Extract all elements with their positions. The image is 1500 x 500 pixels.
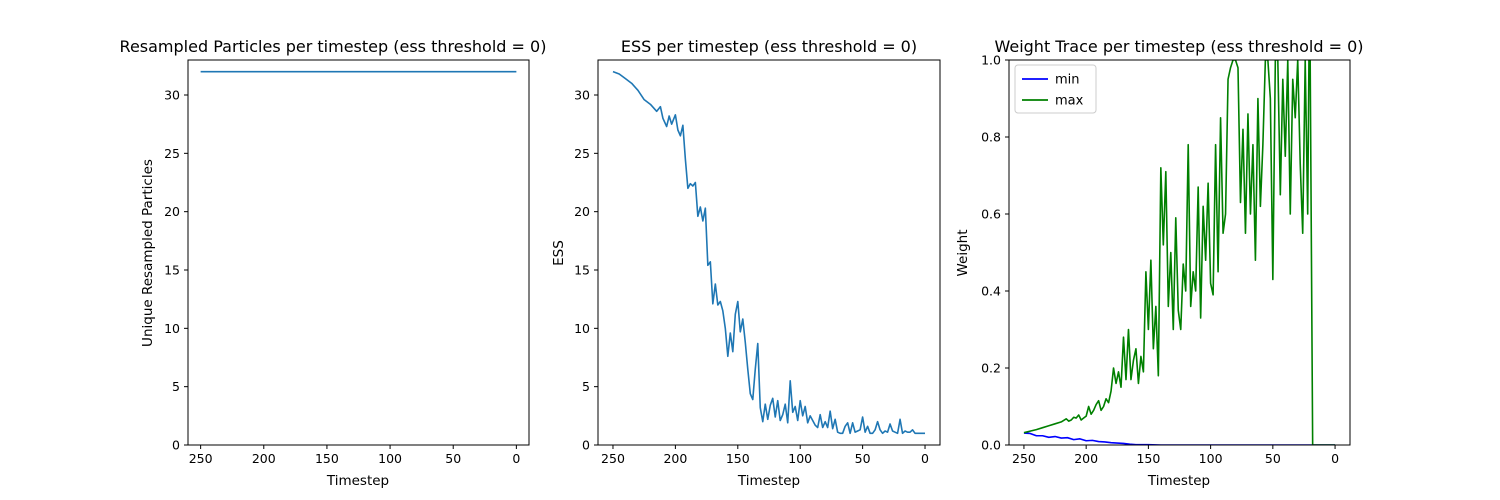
chart-2-ytick-label: 5 — [582, 379, 590, 394]
chart-1-ytick-label: 15 — [164, 263, 180, 278]
chart-3-ytick-label: 1.0 — [981, 53, 1001, 68]
chart-1-xlabel: Timestep — [326, 473, 389, 489]
chart-2-axes-frame — [597, 59, 941, 446]
chart-3-ytick-label: 0.0 — [981, 438, 1001, 453]
chart-2: ESS per timestep (ess threshold = 0) Tim… — [551, 37, 941, 489]
chart-3-ylabel: Weight — [955, 229, 971, 276]
chart-3-axes-frame — [1008, 59, 1351, 446]
chart-3-ytick-label: 0.2 — [981, 361, 1001, 376]
chart-3-xtick-label: 0 — [1331, 451, 1339, 466]
chart-1-title: Resampled Particles per timestep (ess th… — [120, 37, 547, 56]
chart-3-xtick-label: 250 — [1012, 451, 1036, 466]
chart-3-xlabel: Timestep — [1147, 473, 1210, 489]
legend-box — [1014, 64, 1097, 114]
chart-2-ytick-label: 15 — [574, 263, 590, 278]
chart-3-ytick-label: 0.8 — [981, 130, 1001, 145]
chart-2-title: ESS per timestep (ess threshold = 0) — [621, 37, 917, 56]
chart-1-xtick-label: 100 — [378, 451, 402, 466]
chart-2-xtick-label: 250 — [601, 451, 625, 466]
chart-2-ylabel: ESS — [551, 240, 567, 266]
chart-3-series-min-line — [1023, 432, 1336, 445]
chart-1-ytick-label: 10 — [164, 321, 180, 336]
chart-2-xtick-label: 50 — [855, 451, 871, 466]
chart-1-ytick-label: 5 — [172, 379, 180, 394]
chart-3: Weight Trace per timestep (ess threshold… — [955, 37, 1364, 489]
chart-2-ytick-label: 20 — [574, 204, 590, 219]
chart-3-xtick-label: 200 — [1074, 451, 1098, 466]
chart-2-xtick-label: 0 — [921, 451, 929, 466]
chart-3-ytick-label: 0.6 — [981, 207, 1001, 222]
chart-2-xtick-label: 150 — [726, 451, 750, 466]
chart-1-xtick-label: 200 — [252, 451, 276, 466]
chart-3-xtick-label: 100 — [1199, 451, 1223, 466]
chart-1-ytick-label: 20 — [164, 204, 180, 219]
chart-3-ytick-label: 0.4 — [981, 284, 1001, 299]
chart-3-series-max-line — [1023, 60, 1336, 445]
chart-1: Resampled Particles per timestep (ess th… — [120, 37, 547, 489]
chart-1-ytick-label: 25 — [164, 146, 180, 161]
chart-1-axes-frame — [187, 59, 530, 446]
legend-entry-min: min — [1055, 73, 1080, 88]
chart-1-xtick-label: 150 — [315, 451, 339, 466]
chart-3-xtick-label: 50 — [1265, 451, 1281, 466]
chart-2-xtick-label: 200 — [663, 451, 687, 466]
chart-3-title: Weight Trace per timestep (ess threshold… — [994, 37, 1363, 56]
chart-2-ytick-label: 25 — [574, 146, 590, 161]
chart-1-ytick-label: 0 — [172, 438, 180, 453]
chart-2-ytick-label: 10 — [574, 321, 590, 336]
chart-1-xtick-label: 250 — [189, 451, 213, 466]
chart-3-xtick-label: 150 — [1136, 451, 1160, 466]
chart-2-ytick-label: 0 — [582, 438, 590, 453]
chart-1-xtick-label: 0 — [512, 451, 520, 466]
chart-2-series-1-line — [612, 70, 926, 435]
chart-1-ytick-label: 30 — [164, 88, 180, 103]
legend-entry-max: max — [1055, 94, 1084, 109]
chart-3-legend: min max — [1014, 64, 1097, 114]
chart-2-xlabel: Timestep — [737, 473, 800, 489]
chart-1-ylabel: Unique Resampled Particles — [140, 159, 156, 347]
chart-2-ytick-label: 30 — [574, 88, 590, 103]
chart-2-xtick-label: 100 — [788, 451, 812, 466]
chart-1-xtick-label: 50 — [445, 451, 461, 466]
